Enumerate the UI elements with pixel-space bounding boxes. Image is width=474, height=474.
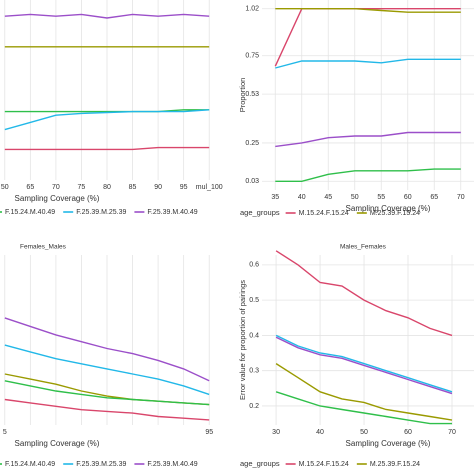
- legend-label: M.25.39.F.15.24: [370, 461, 420, 468]
- x-tick-label: 65: [26, 184, 34, 191]
- x-tick-label: 50: [351, 194, 359, 201]
- series-line: [275, 250, 453, 337]
- y-tick-label: 0.53: [245, 91, 259, 98]
- legend-label: M.25.39.F.15.24: [370, 210, 420, 217]
- legend-title: age_groups: [240, 459, 280, 468]
- x-tick-label: 55: [377, 194, 385, 201]
- series-line: [4, 398, 210, 421]
- x-tick-label: 80: [103, 184, 111, 191]
- legend-label: F.15.24.M.40.49: [5, 461, 55, 468]
- x-tick-label: 65: [430, 194, 438, 201]
- x-tick-label: 70: [448, 429, 456, 436]
- y-axis-label: Proportion: [238, 78, 247, 113]
- series-line: [275, 334, 453, 393]
- x-axis-label: Sampling Coverage (%): [346, 439, 431, 448]
- series-line: [4, 109, 210, 113]
- x-tick-label: 50: [1, 184, 9, 191]
- x-tick-label: 50: [360, 429, 368, 436]
- x-tick-label: 40: [298, 194, 306, 201]
- legend-title: age_groups: [240, 208, 280, 217]
- series-line: [275, 131, 461, 148]
- x-tick-label: 60: [404, 194, 412, 201]
- y-tick-label: 0.75: [245, 53, 259, 60]
- y-axis-label: Error value for proportion of pairings: [238, 280, 247, 400]
- y-tick-label: 0.4: [249, 332, 259, 339]
- panel-title: Females_Males: [20, 244, 67, 251]
- legend-label: M.15.24.F.15.24: [299, 461, 349, 468]
- series-line: [275, 363, 453, 421]
- x-tick-label: mul_100: [196, 184, 223, 191]
- x-axis-label: Sampling Coverage (%): [15, 194, 100, 203]
- y-tick-label: 0.25: [245, 140, 259, 147]
- y-tick-label: 0.2: [249, 403, 259, 410]
- legend-label: F.15.24.M.40.49: [5, 209, 55, 216]
- x-tick-label: 35: [271, 194, 279, 201]
- series-line: [4, 344, 210, 396]
- legend-label: F.25.39.M.25.39: [76, 461, 126, 468]
- x-tick-label: 5: [3, 429, 7, 436]
- x-tick-label: 95: [205, 429, 213, 436]
- y-tick-label: 1.02: [245, 6, 259, 13]
- plot-area: [262, 255, 474, 425]
- series-line: [275, 391, 452, 425]
- x-tick-label: 45: [324, 194, 332, 201]
- series-line: [275, 168, 461, 182]
- x-tick-label: 40: [316, 429, 324, 436]
- plot-area: [0, 0, 222, 180]
- series-line: [4, 13, 210, 19]
- plot-area: [262, 0, 474, 190]
- series-line: [4, 317, 210, 382]
- y-tick-label: 0.3: [249, 368, 259, 375]
- legend-label: F.25.39.M.25.39: [76, 209, 126, 216]
- legend-label: M.15.24.F.15.24: [299, 210, 349, 217]
- legend-label: F.25.39.M.40.49: [147, 461, 197, 468]
- x-axis-label: Sampling Coverage (%): [15, 439, 100, 448]
- x-tick-label: 85: [129, 184, 137, 191]
- y-tick-label: 0.5: [249, 297, 259, 304]
- series-line: [275, 7, 461, 13]
- x-tick-label: 90: [154, 184, 162, 191]
- x-axis-label: Sampling Coverage (%): [346, 204, 431, 213]
- x-tick-label: 70: [52, 184, 60, 191]
- x-tick-label: 75: [78, 184, 86, 191]
- x-tick-label: 70: [457, 194, 465, 201]
- y-tick-label: 0.03: [245, 178, 259, 185]
- series-line: [4, 380, 210, 406]
- series-line: [275, 58, 461, 69]
- legend-label: F.25.39.M.40.49: [147, 209, 197, 216]
- y-tick-label: 0.6: [249, 262, 259, 269]
- x-tick-label: 30: [272, 429, 280, 436]
- series-line: [4, 109, 210, 131]
- series-line: [275, 336, 453, 395]
- x-tick-label: 60: [404, 429, 412, 436]
- series-line: [4, 146, 210, 151]
- panel-title: Males_Females: [340, 244, 387, 251]
- x-tick-label: 95: [180, 184, 188, 191]
- plot-area: [0, 255, 222, 425]
